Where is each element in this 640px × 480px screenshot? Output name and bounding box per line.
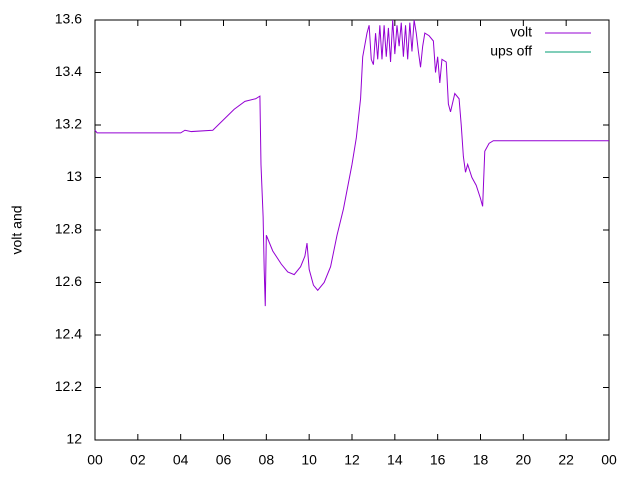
y-tick-label: 12 [66, 431, 82, 447]
x-tick-label: 06 [216, 452, 232, 468]
y-tick-label: 12.8 [55, 221, 82, 237]
y-tick-label: 13.2 [55, 116, 82, 132]
x-tick-label: 14 [387, 452, 403, 468]
y-tick-label: 13.6 [55, 11, 82, 27]
x-tick-label: 12 [344, 452, 360, 468]
x-tick-label: 00 [87, 452, 103, 468]
x-tick-label: 00 [601, 452, 617, 468]
x-tick-label: 08 [259, 452, 275, 468]
legend-label: ups off [490, 43, 532, 59]
y-tick-label: 13.4 [55, 63, 82, 79]
x-tick-label: 04 [173, 452, 189, 468]
x-tick-label: 22 [558, 452, 574, 468]
y-axis-label: volt and [9, 205, 25, 254]
x-tick-label: 02 [130, 452, 146, 468]
x-tick-label: 20 [516, 452, 532, 468]
plot-frame [94, 19, 610, 441]
legend-label: volt [510, 24, 532, 40]
x-tick-label: 18 [473, 452, 489, 468]
data-line [94, 19, 609, 307]
y-tick-label: 12.6 [55, 273, 82, 289]
x-tick-label: 10 [301, 452, 317, 468]
y-tick-label: 12.2 [55, 378, 82, 394]
y-tick-label: 12.4 [55, 326, 82, 342]
x-tick-label: 16 [430, 452, 446, 468]
y-tick-label: 13 [66, 168, 82, 184]
